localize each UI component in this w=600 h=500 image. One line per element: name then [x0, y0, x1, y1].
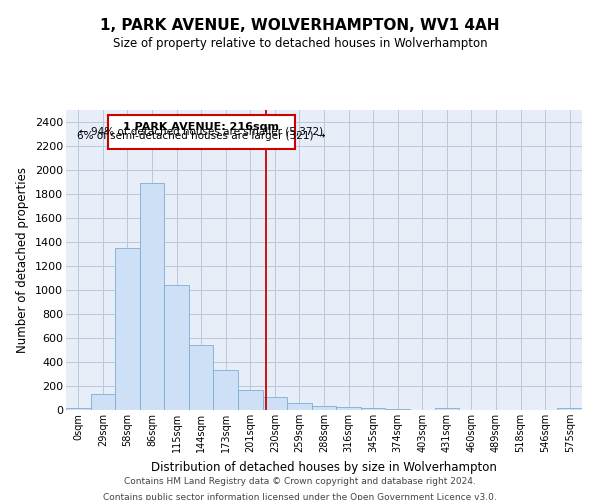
Text: Contains public sector information licensed under the Open Government Licence v3: Contains public sector information licen…	[103, 492, 497, 500]
Bar	[336, 407, 361, 410]
Y-axis label: Number of detached properties: Number of detached properties	[16, 167, 29, 353]
Bar	[140, 183, 164, 410]
Bar	[164, 285, 189, 410]
Bar	[263, 397, 287, 410]
Text: Contains HM Land Registry data © Crown copyright and database right 2024.: Contains HM Land Registry data © Crown c…	[124, 478, 476, 486]
Bar	[189, 345, 214, 410]
Bar	[312, 406, 336, 410]
Bar	[434, 408, 459, 410]
X-axis label: Distribution of detached houses by size in Wolverhampton: Distribution of detached houses by size …	[151, 460, 497, 473]
Text: 1 PARK AVENUE: 216sqm: 1 PARK AVENUE: 216sqm	[123, 122, 279, 132]
Bar	[91, 394, 115, 410]
Text: 6% of semi-detached houses are larger (321) →: 6% of semi-detached houses are larger (3…	[77, 132, 325, 141]
Bar	[287, 403, 312, 410]
Bar	[66, 408, 91, 410]
Bar	[361, 408, 385, 410]
Bar	[557, 408, 582, 410]
Text: Size of property relative to detached houses in Wolverhampton: Size of property relative to detached ho…	[113, 38, 487, 51]
Text: ← 94% of detached houses are smaller (5,372): ← 94% of detached houses are smaller (5,…	[79, 127, 323, 137]
Bar	[238, 390, 263, 410]
Bar	[214, 370, 238, 410]
Text: 1, PARK AVENUE, WOLVERHAMPTON, WV1 4AH: 1, PARK AVENUE, WOLVERHAMPTON, WV1 4AH	[100, 18, 500, 32]
FancyBboxPatch shape	[108, 115, 295, 149]
Bar	[115, 248, 140, 410]
